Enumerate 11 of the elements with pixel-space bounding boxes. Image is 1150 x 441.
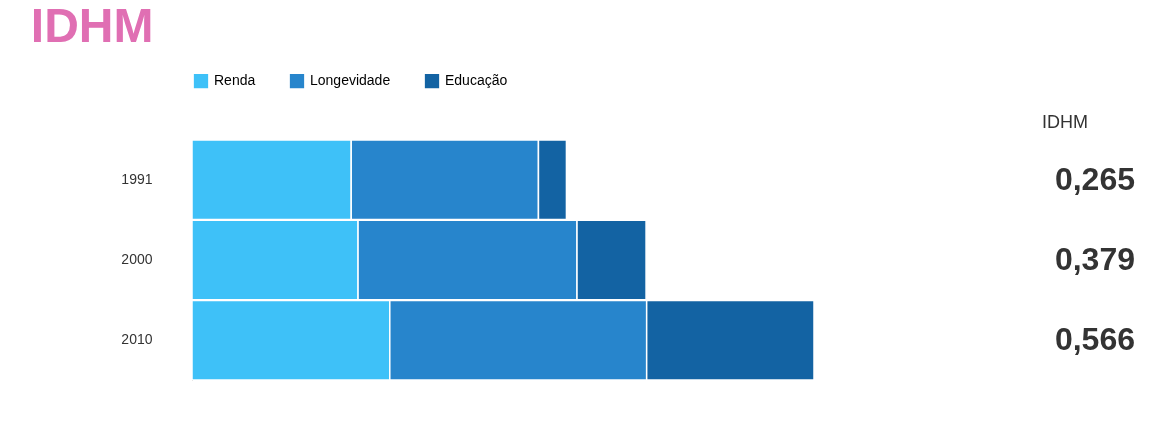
legend-label: Renda	[214, 72, 256, 89]
text: 0,566	[1054, 321, 1135, 357]
text: 0,379	[1054, 241, 1135, 277]
y-tick-label: 2010	[121, 331, 153, 348]
y-tick-label: 1991	[121, 170, 153, 187]
legend-label: Longevidade	[310, 72, 391, 89]
legend-label: Educação	[445, 72, 508, 89]
text: 0,265	[1054, 161, 1135, 197]
text: IDHM	[1042, 112, 1088, 132]
y-tick-label: 2000	[121, 251, 153, 267]
chart-title: IDHM	[30, 0, 154, 52]
